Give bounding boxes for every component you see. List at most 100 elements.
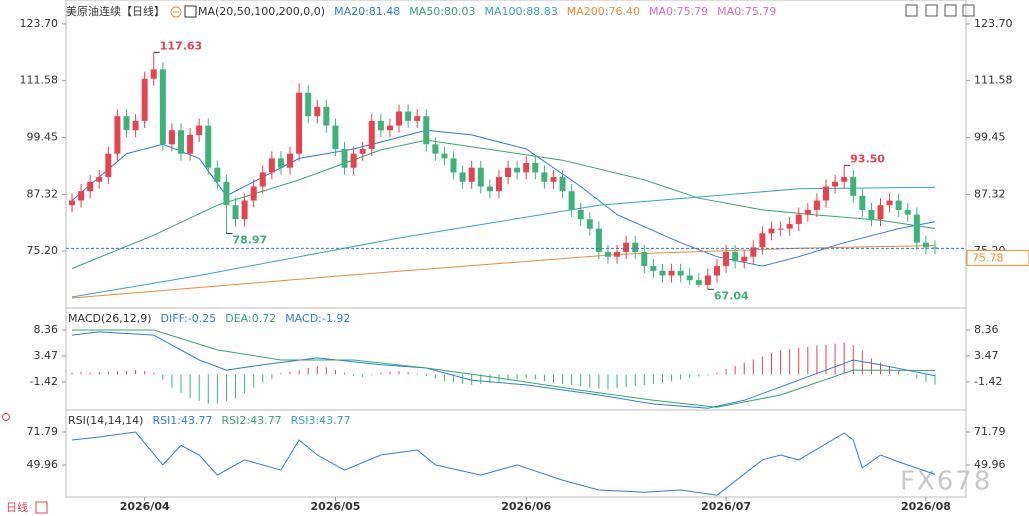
legend-entry: MA200:76.40 bbox=[567, 5, 640, 18]
y-tick-label: 87.32 bbox=[27, 187, 59, 200]
candle-body bbox=[859, 195, 866, 210]
candle-body bbox=[441, 153, 448, 159]
candle-body bbox=[777, 228, 784, 230]
candle-body bbox=[550, 177, 557, 182]
period-icon[interactable] bbox=[35, 501, 48, 514]
candle-body bbox=[386, 125, 393, 131]
candle-body bbox=[259, 172, 266, 187]
candle-body bbox=[332, 125, 339, 149]
ma-params: MA(20,50,100,200,0,0) bbox=[198, 5, 325, 18]
candle-body bbox=[423, 116, 430, 145]
candle-body bbox=[405, 111, 412, 121]
candle-body bbox=[187, 134, 194, 154]
candle-body bbox=[604, 252, 611, 257]
annotation-label: 117.63 bbox=[160, 39, 202, 52]
candle-body bbox=[686, 275, 693, 281]
candle-body bbox=[541, 172, 548, 182]
candle-body bbox=[241, 200, 248, 220]
y-tick-label: 123.70 bbox=[974, 17, 1013, 30]
legend-entry: DEA:0.72 bbox=[225, 312, 276, 325]
y-tick-label: 49.96 bbox=[27, 458, 59, 471]
legend-entry: MA100:88.83 bbox=[485, 5, 558, 18]
y-tick-label: 99.45 bbox=[27, 131, 59, 144]
candle-body bbox=[813, 200, 820, 210]
candle-body bbox=[895, 200, 902, 210]
candle-body bbox=[822, 186, 829, 201]
candle-body bbox=[732, 252, 739, 262]
legend-entry: MA50:80.03 bbox=[409, 5, 475, 18]
candle-body bbox=[841, 177, 848, 182]
candle-body bbox=[595, 228, 602, 253]
candle-body bbox=[114, 116, 121, 154]
candle-body bbox=[150, 69, 157, 79]
candle-body bbox=[741, 256, 748, 262]
candle-body bbox=[532, 163, 539, 173]
candle-body bbox=[477, 167, 484, 187]
candle-body bbox=[514, 167, 521, 173]
candle-body bbox=[69, 200, 75, 206]
candle-body bbox=[922, 242, 929, 248]
tool-button[interactable] bbox=[944, 4, 957, 17]
legend-entry: RSI1:43.77 bbox=[152, 414, 212, 427]
panel-title: RSI(14,14,14) bbox=[68, 414, 143, 427]
candle-body bbox=[159, 69, 166, 145]
legend-entry: MACD:-1.92 bbox=[285, 312, 350, 325]
y-tick-label: 3.47 bbox=[974, 349, 999, 362]
y-tick-label: 71.79 bbox=[27, 425, 59, 438]
candle-body bbox=[268, 158, 275, 173]
candle-body bbox=[759, 233, 766, 248]
candle-body bbox=[668, 270, 675, 276]
candle-body bbox=[713, 266, 720, 276]
candle-body bbox=[877, 205, 884, 220]
x-tick-label: 2026/08 bbox=[901, 500, 951, 513]
y-tick-label: 3.47 bbox=[34, 349, 59, 362]
x-tick-label: 2026/06 bbox=[501, 500, 551, 513]
y-tick-label: 123.70 bbox=[20, 17, 59, 30]
toggle-icon[interactable] bbox=[170, 6, 182, 18]
candle-body bbox=[414, 116, 421, 121]
y-tick-label: 99.45 bbox=[974, 131, 1006, 144]
tool-button[interactable] bbox=[925, 4, 938, 17]
candle-body bbox=[932, 247, 938, 249]
y-tick-label: 71.79 bbox=[974, 425, 1006, 438]
candle-body bbox=[323, 106, 330, 126]
candle-body bbox=[459, 172, 466, 182]
x-tick-label: 2026/04 bbox=[120, 500, 170, 513]
candle-body bbox=[568, 191, 575, 210]
candle-body bbox=[396, 111, 403, 126]
candle-body bbox=[913, 214, 920, 243]
candle-body bbox=[350, 153, 357, 168]
candle-body bbox=[78, 191, 85, 201]
candle-body bbox=[505, 167, 512, 178]
candle-body bbox=[341, 148, 348, 168]
candle-body bbox=[632, 242, 639, 253]
tool-button[interactable] bbox=[905, 4, 918, 17]
period-label[interactable]: 日线 bbox=[6, 500, 28, 514]
legend-entry: RSI2:43.77 bbox=[222, 414, 282, 427]
last-price-label: 75.78 bbox=[972, 251, 1004, 264]
candle-body bbox=[105, 153, 112, 178]
annotation-label: 93.50 bbox=[850, 152, 885, 165]
legend-entry: MA20:81.48 bbox=[334, 5, 400, 18]
settings-icon[interactable] bbox=[2, 413, 10, 421]
legend-entry: DIFF:-0.25 bbox=[161, 312, 217, 325]
candle-body bbox=[786, 223, 793, 229]
candle-body bbox=[450, 158, 457, 173]
candle-body bbox=[250, 186, 257, 201]
candle-body bbox=[468, 167, 475, 182]
candle-body bbox=[723, 252, 730, 267]
y-tick-label: 75.20 bbox=[27, 244, 59, 257]
candle-body bbox=[368, 120, 375, 149]
indicator-icon[interactable] bbox=[184, 5, 197, 18]
candle-body bbox=[377, 120, 384, 131]
x-tick-label: 2026/07 bbox=[701, 500, 751, 513]
candle-body bbox=[886, 200, 893, 206]
candle-body bbox=[232, 205, 239, 220]
candle-body bbox=[223, 181, 230, 206]
annotation-label: 78.97 bbox=[232, 233, 267, 246]
y-tick-label: 111.58 bbox=[20, 74, 59, 87]
y-tick-label: -1.42 bbox=[30, 375, 58, 388]
x-tick-label: 2026/05 bbox=[310, 500, 360, 513]
candle-body bbox=[832, 181, 839, 187]
tool-button[interactable] bbox=[962, 4, 975, 17]
